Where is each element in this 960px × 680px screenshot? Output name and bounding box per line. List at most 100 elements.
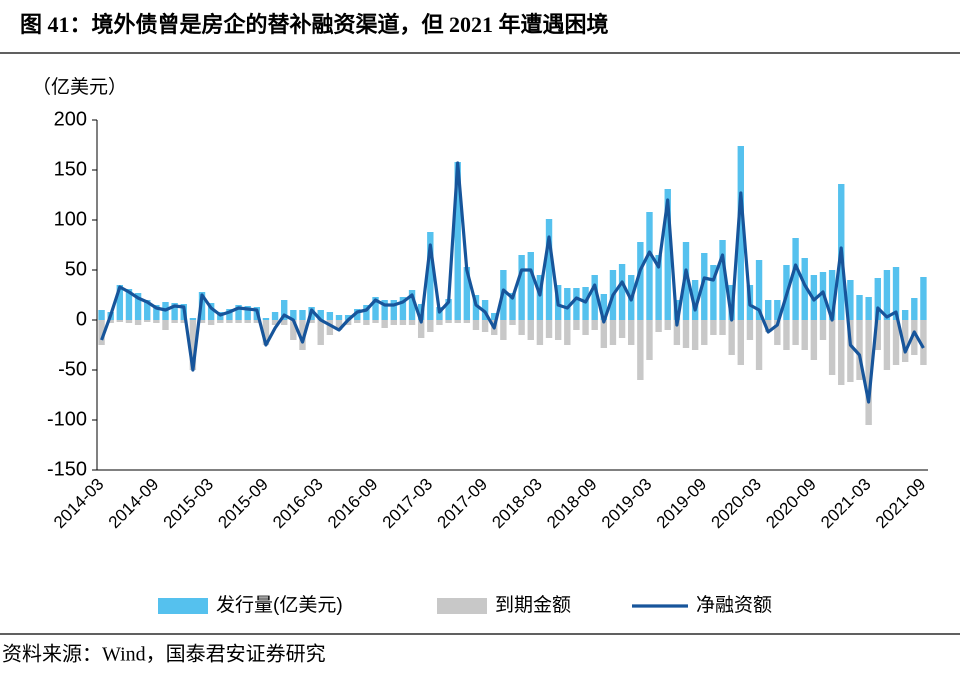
- bar: [481, 320, 489, 332]
- bar: [792, 320, 799, 345]
- bar: [244, 306, 251, 320]
- bar: [901, 310, 909, 320]
- bar: [746, 320, 754, 340]
- bar: [235, 320, 242, 323]
- bar: [162, 320, 169, 330]
- bar: [344, 315, 352, 320]
- bar: [189, 318, 197, 320]
- bar: [207, 320, 215, 325]
- bar: [372, 297, 379, 320]
- bar: [719, 240, 726, 320]
- bar: [153, 320, 160, 323]
- bar: [901, 320, 909, 362]
- bar: [98, 310, 105, 320]
- bar: [609, 320, 617, 345]
- bar: [436, 320, 443, 325]
- bar: [856, 295, 863, 320]
- line: [100, 161, 925, 404]
- bar: [911, 320, 918, 355]
- y-tick-label: 200: [54, 108, 87, 130]
- legend-swatch: [437, 598, 487, 614]
- bar: [372, 320, 379, 323]
- bar: [463, 267, 471, 320]
- bar: [792, 238, 799, 320]
- bar: [655, 255, 662, 320]
- bar: [125, 289, 133, 320]
- bar: [244, 320, 251, 323]
- x-tick-label: 2020-03: [708, 475, 766, 533]
- bar: [335, 315, 343, 320]
- x-tick-label: 2021-03: [817, 475, 875, 533]
- bar: [354, 309, 361, 320]
- bar: [326, 320, 334, 335]
- bar: [628, 320, 635, 345]
- bar: [573, 288, 580, 320]
- bar: [226, 309, 233, 320]
- bar: [491, 313, 498, 320]
- x-tick-label: 2014-03: [50, 475, 108, 533]
- bar: [783, 320, 790, 350]
- bar: [637, 320, 644, 380]
- bar: [171, 320, 178, 323]
- bar: [116, 320, 124, 322]
- bar: [874, 278, 881, 320]
- bar: [363, 305, 370, 320]
- bar: [390, 300, 397, 320]
- bar: [920, 320, 927, 365]
- bar: [281, 300, 288, 320]
- bar: [308, 320, 315, 323]
- bar: [874, 320, 881, 350]
- x-tick-label: 2016-09: [324, 475, 382, 533]
- bar: [399, 297, 407, 320]
- source: 资料来源：Wind，国泰君安证券研究: [2, 643, 326, 666]
- x-tick-label: 2017-03: [379, 475, 437, 533]
- bar: [344, 320, 352, 325]
- bar: [591, 320, 598, 330]
- bar: [737, 146, 744, 320]
- bar: [290, 320, 297, 340]
- bar: [427, 232, 434, 320]
- x-tick-label: 2014-09: [105, 475, 163, 533]
- bar: [865, 297, 872, 320]
- y-tick-label: 50: [65, 258, 87, 280]
- bar: [536, 320, 544, 345]
- bar: [527, 252, 534, 320]
- y-unit: （亿美元）: [32, 76, 127, 98]
- bar: [363, 320, 370, 325]
- x-tick-label: 2021-09: [872, 475, 930, 533]
- legend-label: 净融资额: [696, 594, 772, 616]
- bar: [637, 242, 644, 320]
- bar: [417, 320, 425, 338]
- bar: [838, 320, 845, 385]
- bar: [262, 318, 270, 320]
- bar: [454, 320, 461, 323]
- bar: [134, 293, 142, 320]
- x-tick-label: 2020-09: [762, 475, 820, 533]
- bar: [646, 320, 653, 360]
- bar: [125, 320, 133, 323]
- bar: [281, 320, 288, 325]
- bar: [500, 320, 507, 340]
- bar: [701, 253, 708, 320]
- bar: [774, 320, 781, 345]
- bar: [472, 295, 480, 320]
- bar: [545, 219, 553, 320]
- x-tick-label: 2019-03: [598, 475, 656, 533]
- bar: [472, 320, 480, 330]
- bar: [856, 320, 863, 380]
- bar: [317, 310, 324, 320]
- bar: [390, 320, 397, 325]
- bar: [107, 320, 114, 323]
- x-tick-label: 2016-03: [269, 475, 327, 533]
- bar: [427, 320, 434, 332]
- bar: [144, 300, 151, 320]
- bar: [764, 300, 772, 320]
- bar: [381, 300, 388, 320]
- bar: [728, 320, 735, 355]
- bar: [847, 320, 854, 382]
- bar: [655, 320, 662, 332]
- bar: [290, 310, 297, 320]
- legend-label: 到期金额: [495, 594, 571, 616]
- bar: [408, 320, 416, 325]
